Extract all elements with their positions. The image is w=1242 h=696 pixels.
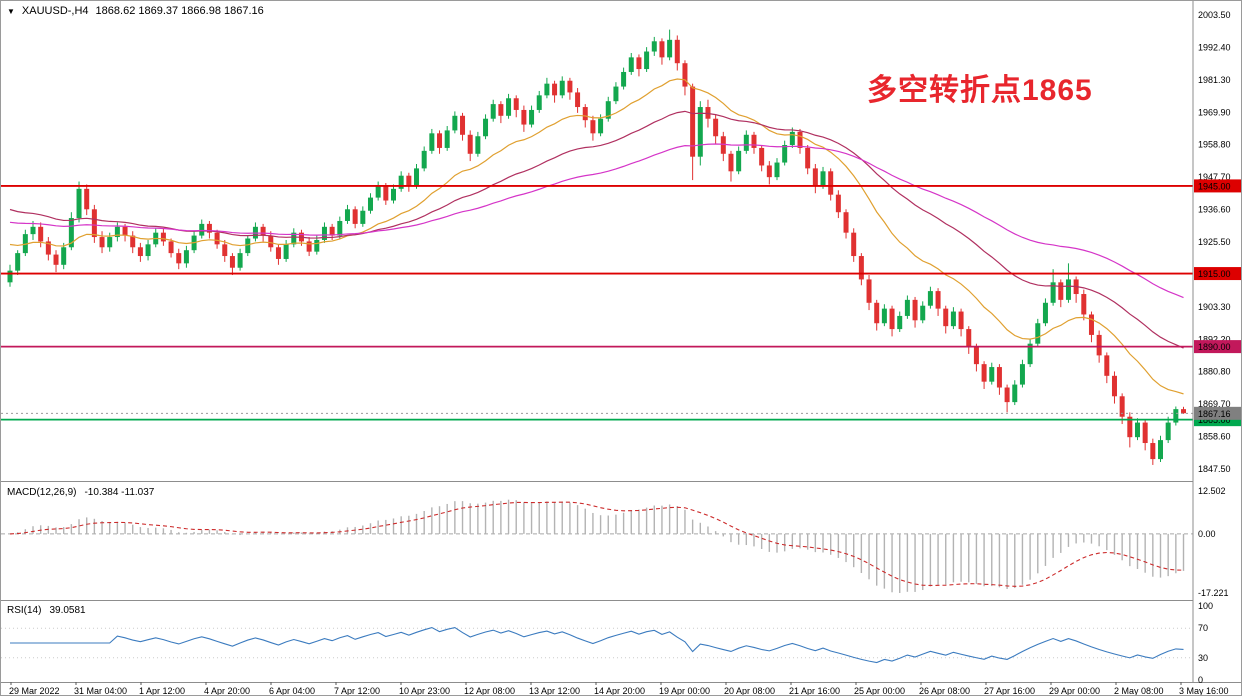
level-price-tag (1194, 267, 1241, 281)
svg-text:20 Apr 08:00: 20 Apr 08:00 (724, 686, 775, 696)
svg-text:0: 0 (1198, 675, 1203, 685)
svg-text:1865.00: 1865.00 (1198, 415, 1231, 425)
svg-text:0.00: 0.00 (1198, 529, 1216, 539)
ohlc-quote-values: 1868.62 1869.37 1866.98 1867.16 (95, 5, 264, 17)
svg-text:1969.90: 1969.90 (1198, 107, 1231, 117)
svg-text:13 Apr 12:00: 13 Apr 12:00 (529, 686, 580, 696)
candlesticks (7, 29, 1187, 465)
macd-values: -10.384 -11.037 (84, 487, 155, 498)
macd-signal-line (9, 501, 1184, 587)
ma-fast-orange (9, 78, 1184, 395)
svg-text:1 Apr 12:00: 1 Apr 12:00 (139, 686, 185, 696)
rsi-indicator-header: RSI(14) 39.0581 (7, 605, 86, 616)
svg-text:10 Apr 23:00: 10 Apr 23:00 (399, 686, 450, 696)
svg-text:2003.50: 2003.50 (1198, 10, 1231, 20)
svg-text:1915.00: 1915.00 (1198, 269, 1231, 279)
svg-text:30: 30 (1198, 653, 1208, 663)
rsi-line (10, 626, 1184, 664)
svg-text:-17.221: -17.221 (1198, 588, 1229, 598)
svg-text:1903.30: 1903.30 (1198, 302, 1231, 312)
svg-text:14 Apr 20:00: 14 Apr 20:00 (594, 686, 645, 696)
svg-text:1992.40: 1992.40 (1198, 42, 1231, 52)
chart-ohlc-header: ▼ XAUUSD-,H4 1868.62 1869.37 1866.98 186… (7, 5, 264, 17)
svg-text:25 Apr 00:00: 25 Apr 00:00 (854, 686, 905, 696)
symbol-timeframe-label: XAUUSD-,H4 (21, 5, 89, 17)
svg-text:1925.50: 1925.50 (1198, 237, 1231, 247)
svg-text:12 Apr 08:00: 12 Apr 08:00 (464, 686, 515, 696)
svg-text:1890.00: 1890.00 (1198, 342, 1231, 352)
svg-text:1892.20: 1892.20 (1198, 334, 1231, 344)
svg-text:12.502: 12.502 (1198, 486, 1226, 496)
svg-text:1858.60: 1858.60 (1198, 432, 1231, 442)
svg-text:31 Mar 04:00: 31 Mar 04:00 (74, 686, 127, 696)
macd-indicator-header: MACD(12,26,9) -10.384 -11.037 (7, 487, 154, 498)
svg-text:2 May 08:00: 2 May 08:00 (1114, 686, 1164, 696)
level-price-tag (1194, 340, 1241, 354)
svg-text:19 Apr 00:00: 19 Apr 00:00 (659, 686, 710, 696)
svg-text:1880.80: 1880.80 (1198, 367, 1231, 377)
svg-text:100: 100 (1198, 601, 1213, 611)
svg-text:1981.30: 1981.30 (1198, 75, 1231, 85)
svg-text:1867.16: 1867.16 (1198, 409, 1231, 419)
svg-text:29 Mar 2022: 29 Mar 2022 (9, 686, 60, 696)
svg-text:1936.60: 1936.60 (1198, 205, 1231, 215)
moving-average-lines (9, 78, 1184, 395)
time-axis[interactable]: 29 Mar 2022 31 Mar 04:00 1 Apr 12:00 4 Apr … (9, 682, 1229, 696)
current-price-tag (1194, 406, 1241, 420)
svg-text:26 Apr 08:00: 26 Apr 08:00 (919, 686, 970, 696)
svg-text:1958.80: 1958.80 (1198, 140, 1231, 150)
svg-text:3 May 16:00: 3 May 16:00 (1179, 686, 1229, 696)
ma-slow-magenta (9, 143, 1184, 299)
horizontal-level-lines[interactable] (1, 185, 1193, 421)
rsi-value: 39.0581 (49, 605, 86, 616)
macd-label: MACD(12,26,9) (7, 487, 77, 498)
chevron-down-icon[interactable]: ▼ (7, 7, 15, 16)
svg-text:7 Apr 12:00: 7 Apr 12:00 (334, 686, 380, 696)
rsi-label: RSI(14) (7, 605, 42, 616)
chart-annotation-text[interactable]: 多空转折点1865 (867, 74, 1093, 107)
svg-text:70: 70 (1198, 623, 1208, 633)
svg-text:4 Apr 20:00: 4 Apr 20:00 (204, 686, 250, 696)
macd-panel[interactable] (1, 499, 1193, 593)
svg-text:1869.70: 1869.70 (1198, 399, 1231, 409)
rsi-panel[interactable] (1, 626, 1193, 664)
svg-text:1947.70: 1947.70 (1198, 172, 1231, 182)
level-price-tag (1194, 179, 1241, 193)
svg-text:21 Apr 16:00: 21 Apr 16:00 (789, 686, 840, 696)
svg-text:1945.00: 1945.00 (1198, 181, 1231, 191)
svg-text:27 Apr 16:00: 27 Apr 16:00 (984, 686, 1035, 696)
panel-separators (1, 481, 1241, 683)
svg-text:6 Apr 04:00: 6 Apr 04:00 (269, 686, 315, 696)
svg-text:29 Apr 00:00: 29 Apr 00:00 (1049, 686, 1100, 696)
svg-text:1847.50: 1847.50 (1198, 464, 1231, 474)
